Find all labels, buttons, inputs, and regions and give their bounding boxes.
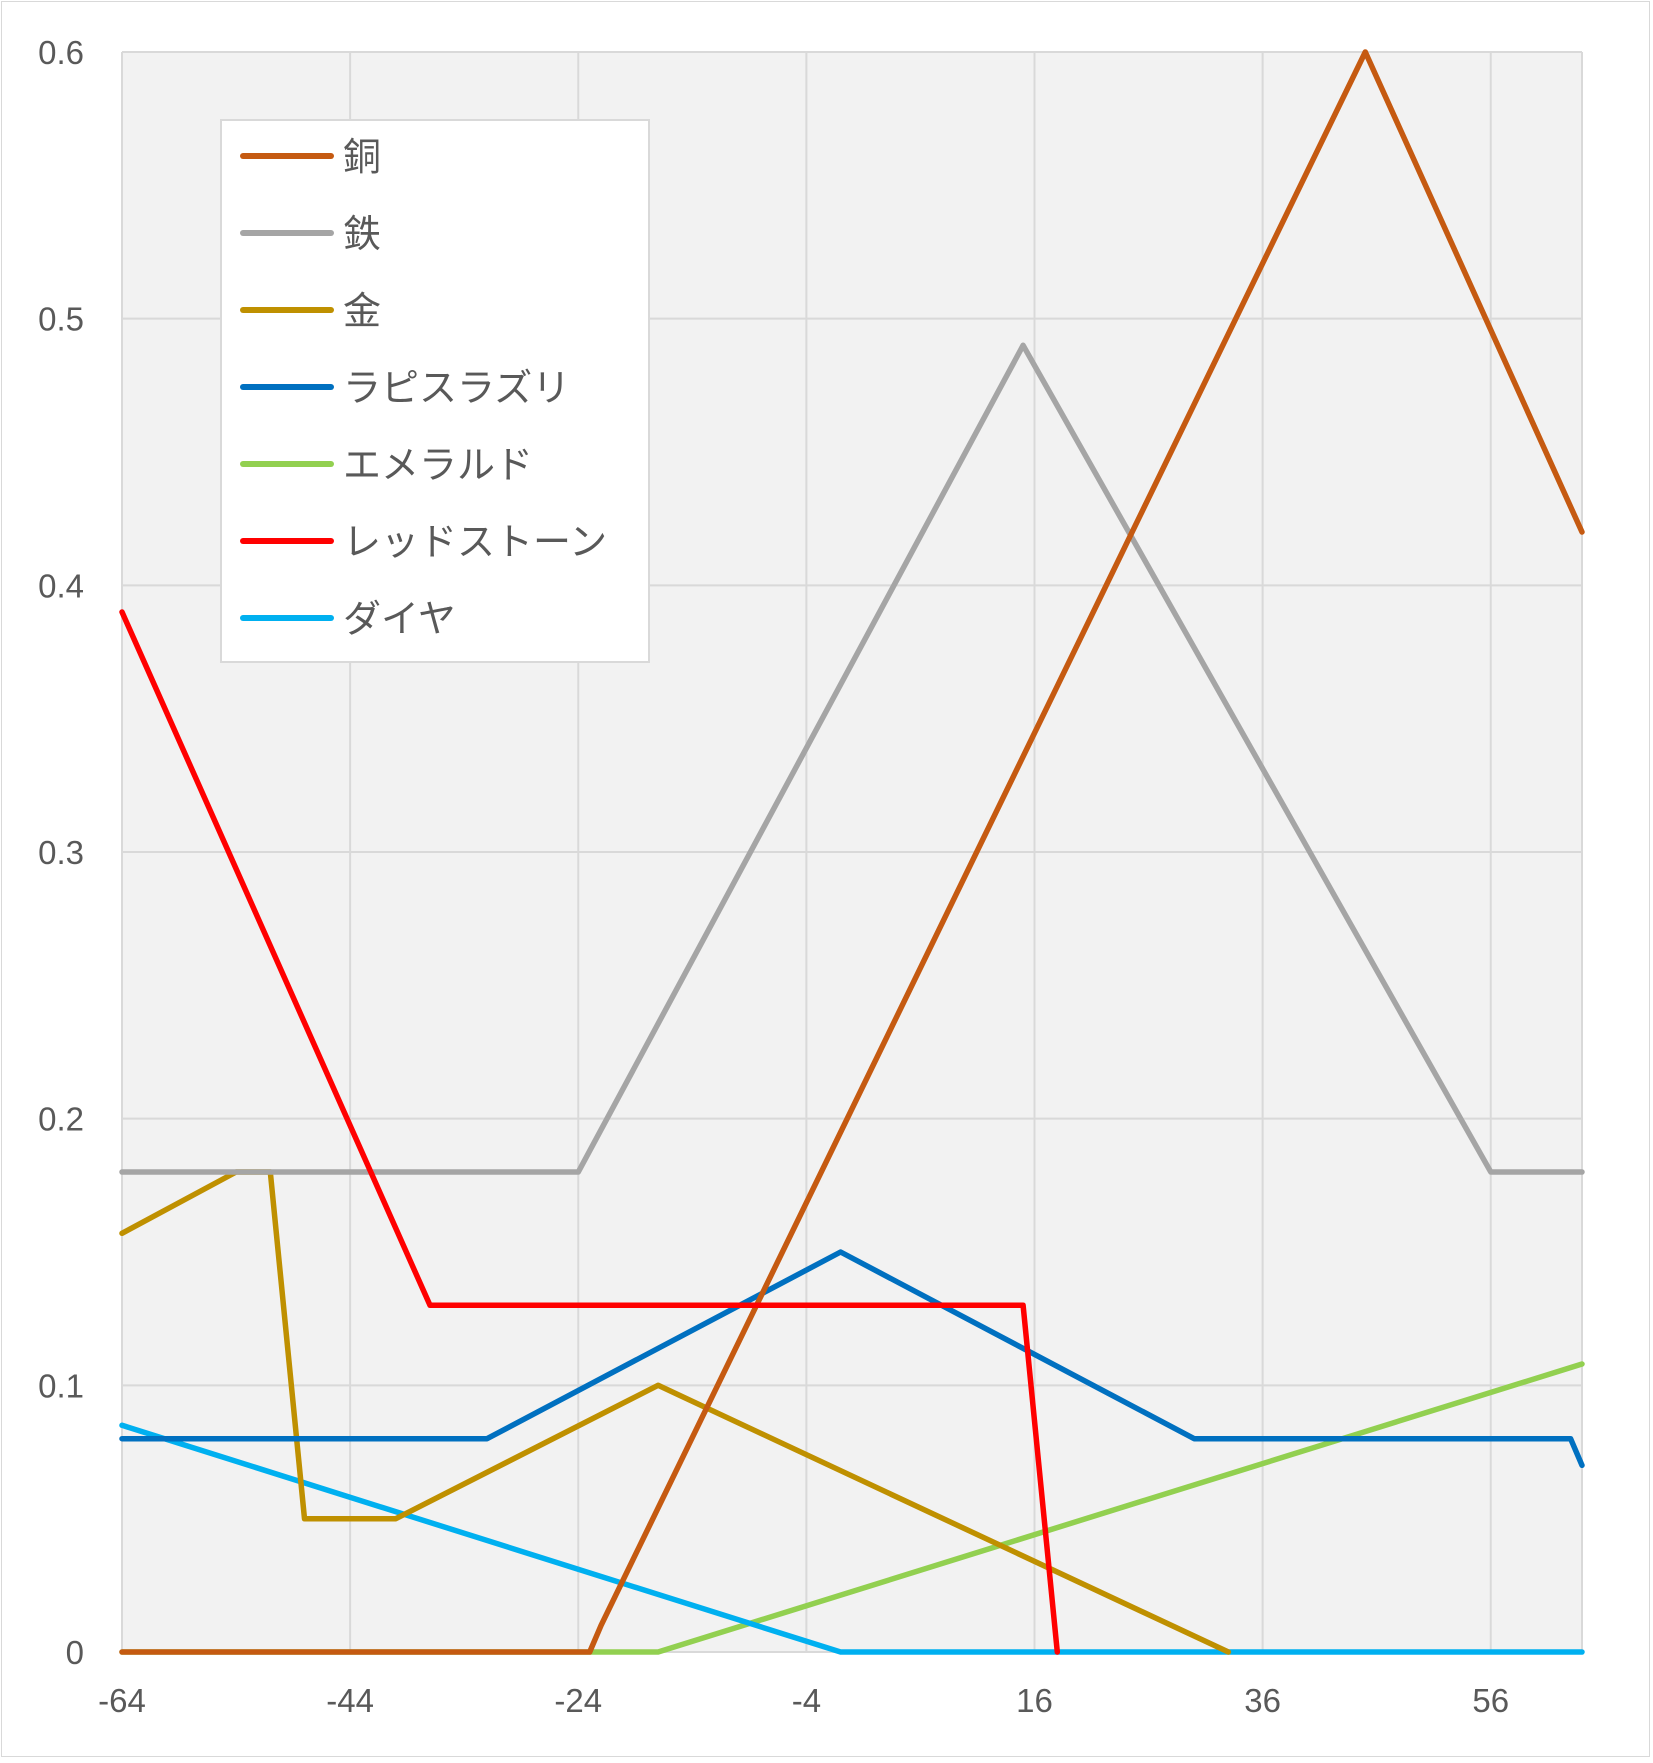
x-tick-label: -44 [326, 1682, 374, 1719]
y-tick-label: 0.4 [38, 567, 84, 604]
x-tick-label: 36 [1244, 1682, 1281, 1719]
y-tick-label: 0.5 [38, 301, 84, 338]
y-tick-label: 0.1 [38, 1367, 84, 1404]
series-line-1 [119, 342, 1585, 1175]
x-tick-label: 16 [1016, 1682, 1053, 1719]
series-line-0 [119, 49, 1585, 1655]
x-tick-label: -4 [792, 1682, 821, 1719]
y-tick-label: 0.3 [38, 834, 84, 871]
y-axis-tick-labels: 0 0.1 0.2 0.3 0.4 0.5 0.6 [38, 34, 84, 1671]
legend-label: レッドストーン [343, 520, 607, 564]
legend-label: 鉄 [343, 212, 381, 256]
series-lines [119, 49, 1585, 1655]
y-tick-label: 0.2 [38, 1101, 84, 1138]
legend-label: ダイヤ [343, 597, 456, 641]
y-tick-label: 0 [66, 1634, 84, 1671]
legend-label: エメラルド [343, 443, 533, 487]
series-line-6 [119, 1422, 1585, 1655]
x-tick-label: -24 [554, 1682, 602, 1719]
legend-label: 金 [343, 289, 381, 333]
x-axis-tick-labels: -64 -44 -24 -4 16 36 56 [98, 1682, 1509, 1719]
legend-label: ラピスラズリ [343, 366, 570, 410]
legend-label: 銅 [343, 135, 381, 179]
legend-box [220, 119, 650, 663]
x-tick-label: -64 [98, 1682, 146, 1719]
x-tick-label: 56 [1472, 1682, 1509, 1719]
series-line-3 [119, 1249, 1585, 1469]
y-tick-label: 0.6 [38, 34, 84, 71]
series-line-5 [119, 609, 1061, 1655]
